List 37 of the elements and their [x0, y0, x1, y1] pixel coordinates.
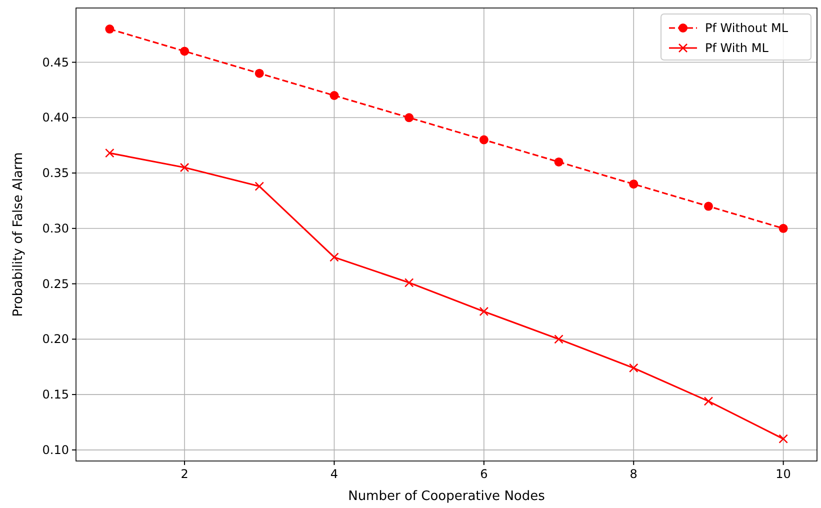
- point: [254, 182, 264, 191]
- point: [629, 180, 638, 189]
- point: [404, 113, 414, 122]
- y-axis-title: Probability of False Alarm: [11, 152, 26, 317]
- y-tick-label: 0.15: [42, 388, 69, 402]
- y-tick-label: 0.40: [42, 110, 69, 125]
- y-tick-label: 0.10: [42, 442, 69, 457]
- legend-label: Pf Without ML: [705, 21, 788, 35]
- legend-label: Pf With ML: [705, 41, 769, 55]
- point: [105, 148, 114, 158]
- point: [180, 46, 190, 56]
- point: [404, 278, 414, 288]
- point: [554, 334, 564, 344]
- point: [254, 68, 264, 78]
- point: [778, 434, 788, 444]
- point: [628, 363, 638, 373]
- point: [479, 306, 489, 316]
- x-tick-label: 2: [180, 467, 188, 481]
- x-tick-label: 4: [330, 467, 338, 481]
- point: [704, 396, 714, 406]
- x-tick-label: 6: [480, 467, 488, 481]
- point: [180, 162, 190, 172]
- x-tick-label: 10: [776, 467, 791, 481]
- point: [554, 157, 564, 166]
- y-tick-label: 0.20: [42, 332, 69, 346]
- y-tick-label: 0.45: [42, 55, 69, 70]
- x-tick-label: 8: [630, 467, 638, 481]
- point: [479, 135, 488, 144]
- y-tick-label: 0.30: [42, 221, 69, 236]
- point: [330, 252, 339, 262]
- point: [330, 91, 339, 100]
- point: [105, 24, 114, 34]
- x-axis-title: Number of Cooperative Nodes: [348, 489, 546, 504]
- point: [704, 202, 713, 211]
- y-tick-label: 0.35: [42, 166, 69, 180]
- y-tick-label: 0.25: [42, 276, 69, 291]
- point: [778, 224, 788, 233]
